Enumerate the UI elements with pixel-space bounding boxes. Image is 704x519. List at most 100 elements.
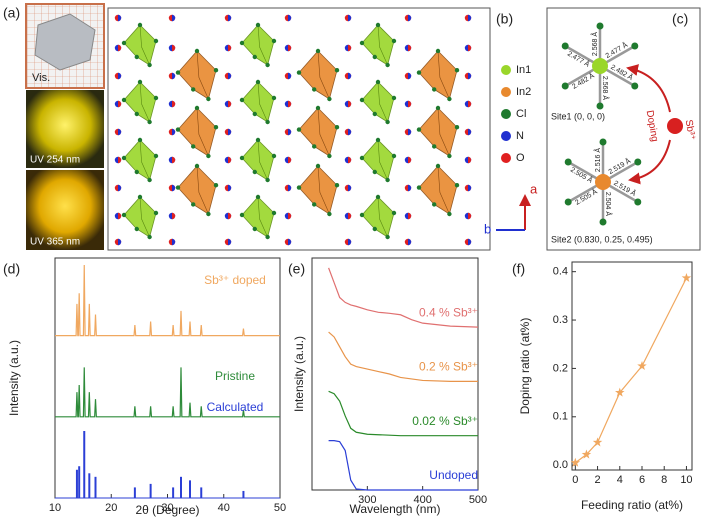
atom [118,128,122,136]
atom [391,153,397,159]
star-marker [615,387,625,397]
sb-ion [667,118,683,134]
octahedron [298,50,338,100]
series-label: Undoped [429,468,478,482]
arrow-label: Doping [644,109,660,142]
atom [255,137,261,143]
atom [121,97,127,103]
atom [348,184,352,192]
atom [435,163,441,169]
atom [296,127,302,132]
atom [118,44,122,52]
atom [137,22,143,28]
atom [213,183,219,188]
atom [121,155,127,161]
atom [408,238,412,246]
atom [228,212,232,220]
y-axis-label: Doping ratio (at%) [518,318,532,415]
atom [252,111,257,117]
atom [288,212,292,220]
atom [228,14,232,22]
atom [255,22,261,28]
atom [634,158,642,166]
atom [595,174,611,190]
plot-frame [571,261,693,471]
bond-label: 2.568 Å [601,76,610,100]
data-line [328,267,479,328]
atom [194,48,200,54]
photo [26,170,104,250]
atom [213,125,219,130]
atom [348,128,352,136]
atom [191,144,196,149]
atom [147,234,152,240]
octahedron-edge [257,81,268,123]
atom [348,212,352,220]
series-label: 0.02 % Sb³⁺ [412,414,478,428]
atom [265,119,270,125]
panel-label: (c) [672,11,688,27]
atom [315,48,321,54]
atom [454,125,460,130]
bond-label: 2.516 Å [593,148,602,172]
x-axis-label: 2θ (Degree) [135,503,199,517]
legend-swatch [501,153,511,163]
atom [206,96,211,102]
atom [288,128,292,136]
atom [265,177,270,183]
atom [372,111,377,117]
octahedron-edge [139,139,150,181]
atom [432,144,437,149]
ion-label: Sb³⁺ [683,119,697,141]
octahedron [298,165,338,215]
atom [296,185,302,190]
legend-label: In1 [516,64,531,76]
atom [348,238,352,246]
atom [147,177,152,183]
octahedron-edge [377,24,388,66]
y-tick-label: 0.0 [553,459,568,471]
atom [172,212,176,220]
octahedron [241,24,275,66]
atom [172,128,176,136]
atom [288,14,292,22]
atom [172,100,176,108]
atom [561,82,569,90]
atom [468,100,472,108]
data-line [55,265,280,337]
atom [327,153,332,159]
octahedron-edge [257,24,268,66]
octahedron [418,50,458,100]
atom [228,184,232,192]
atom [312,144,317,149]
x-tick-label: 30 [161,502,173,514]
x-tick-label: 2 [594,474,600,486]
legend: In1 In2 Cl NO [501,64,531,164]
atom [468,156,472,164]
atom [391,95,397,101]
atom [172,238,176,246]
axis-label: a [530,181,538,196]
atom [435,48,441,54]
octahedron [123,139,157,181]
atom [416,70,422,75]
atom [239,97,245,103]
octahedron-edge [196,50,209,100]
atom [228,72,232,80]
legend-label: Cl [516,108,526,120]
series-label: 0.4 % Sb³⁺ [419,305,478,319]
atom [348,100,352,108]
atom [564,158,572,166]
atom [468,44,472,52]
series-label: 0.2 % Sb³⁺ [419,360,478,374]
atom [634,198,642,206]
atom [191,87,196,92]
x-tick-label: 10 [49,502,61,514]
octahedron [123,196,157,238]
atom [252,54,257,60]
atom [348,14,352,22]
octahedron [177,165,217,215]
octahedron [418,165,458,215]
atom [375,194,381,200]
